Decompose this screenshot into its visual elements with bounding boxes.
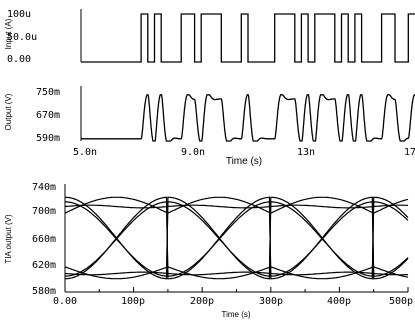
- eye-low-hump: [64, 266, 409, 280]
- output-ylabel: Output (V): [4, 93, 13, 130]
- output-xtick-3: 13n: [297, 147, 315, 158]
- eye-high-hump: [64, 196, 409, 214]
- eye-xlabel: Time (s): [221, 310, 250, 319]
- eye-falling-edge-1: [65, 196, 409, 280]
- eye-traces: [64, 196, 409, 280]
- input-waveform: [81, 13, 415, 63]
- eye-ytick-3: 660m: [32, 234, 56, 245]
- eye-panel: TIA output (V) 740m 700m 660m 620m 580m …: [4, 182, 413, 319]
- output-ytick-1: 750m: [36, 87, 60, 98]
- eye-ytick-1: 740m: [32, 182, 56, 193]
- input-ylabel: Input (A): [4, 18, 13, 49]
- eye-xtick-5: 400p: [327, 296, 351, 307]
- eye-rising-edge-2: [65, 201, 409, 277]
- eye-x-ticks: [64, 287, 409, 292]
- output-xtick-1: 5.0n: [73, 147, 97, 158]
- input-ytick-2: 50.0u: [7, 32, 37, 43]
- output-ytick-3: 590m: [36, 133, 60, 144]
- output-xtick-2: 9.0n: [181, 147, 205, 158]
- eye-xtick-6: 500p: [389, 296, 413, 307]
- eye-ytick-4: 620m: [32, 260, 56, 271]
- eye-ylabel: TIA output (V): [4, 214, 13, 264]
- eye-xtick-3: 200p: [190, 296, 214, 307]
- eye-ytick-2: 700m: [32, 206, 56, 217]
- output-xlabel: Time (s): [226, 156, 262, 167]
- output-xtick-4: 17n: [404, 147, 415, 158]
- eye-rising-edge-1: [64, 196, 409, 280]
- eye-falling-edge-2: [65, 201, 409, 277]
- eye-low-rail: [64, 271, 408, 276]
- output-ytick-2: 670m: [36, 110, 60, 121]
- eye-xtick-4: 300p: [259, 296, 283, 307]
- eye-xtick-2: 100p: [121, 296, 145, 307]
- eye-high-rail: [64, 204, 409, 209]
- input-ytick-3: 0.00: [7, 54, 31, 65]
- input-panel: Input (A) 100u 50.0u 0.00: [4, 9, 415, 65]
- output-panel: Output (V) 750m 670m 590m 5.0n 9.0n 13n …: [4, 86, 415, 167]
- input-ytick-1: 100u: [7, 9, 31, 20]
- output-waveform: [81, 94, 415, 142]
- eye-ytick-5: 580m: [32, 286, 56, 297]
- eye-xtick-1: 0.00: [53, 296, 77, 307]
